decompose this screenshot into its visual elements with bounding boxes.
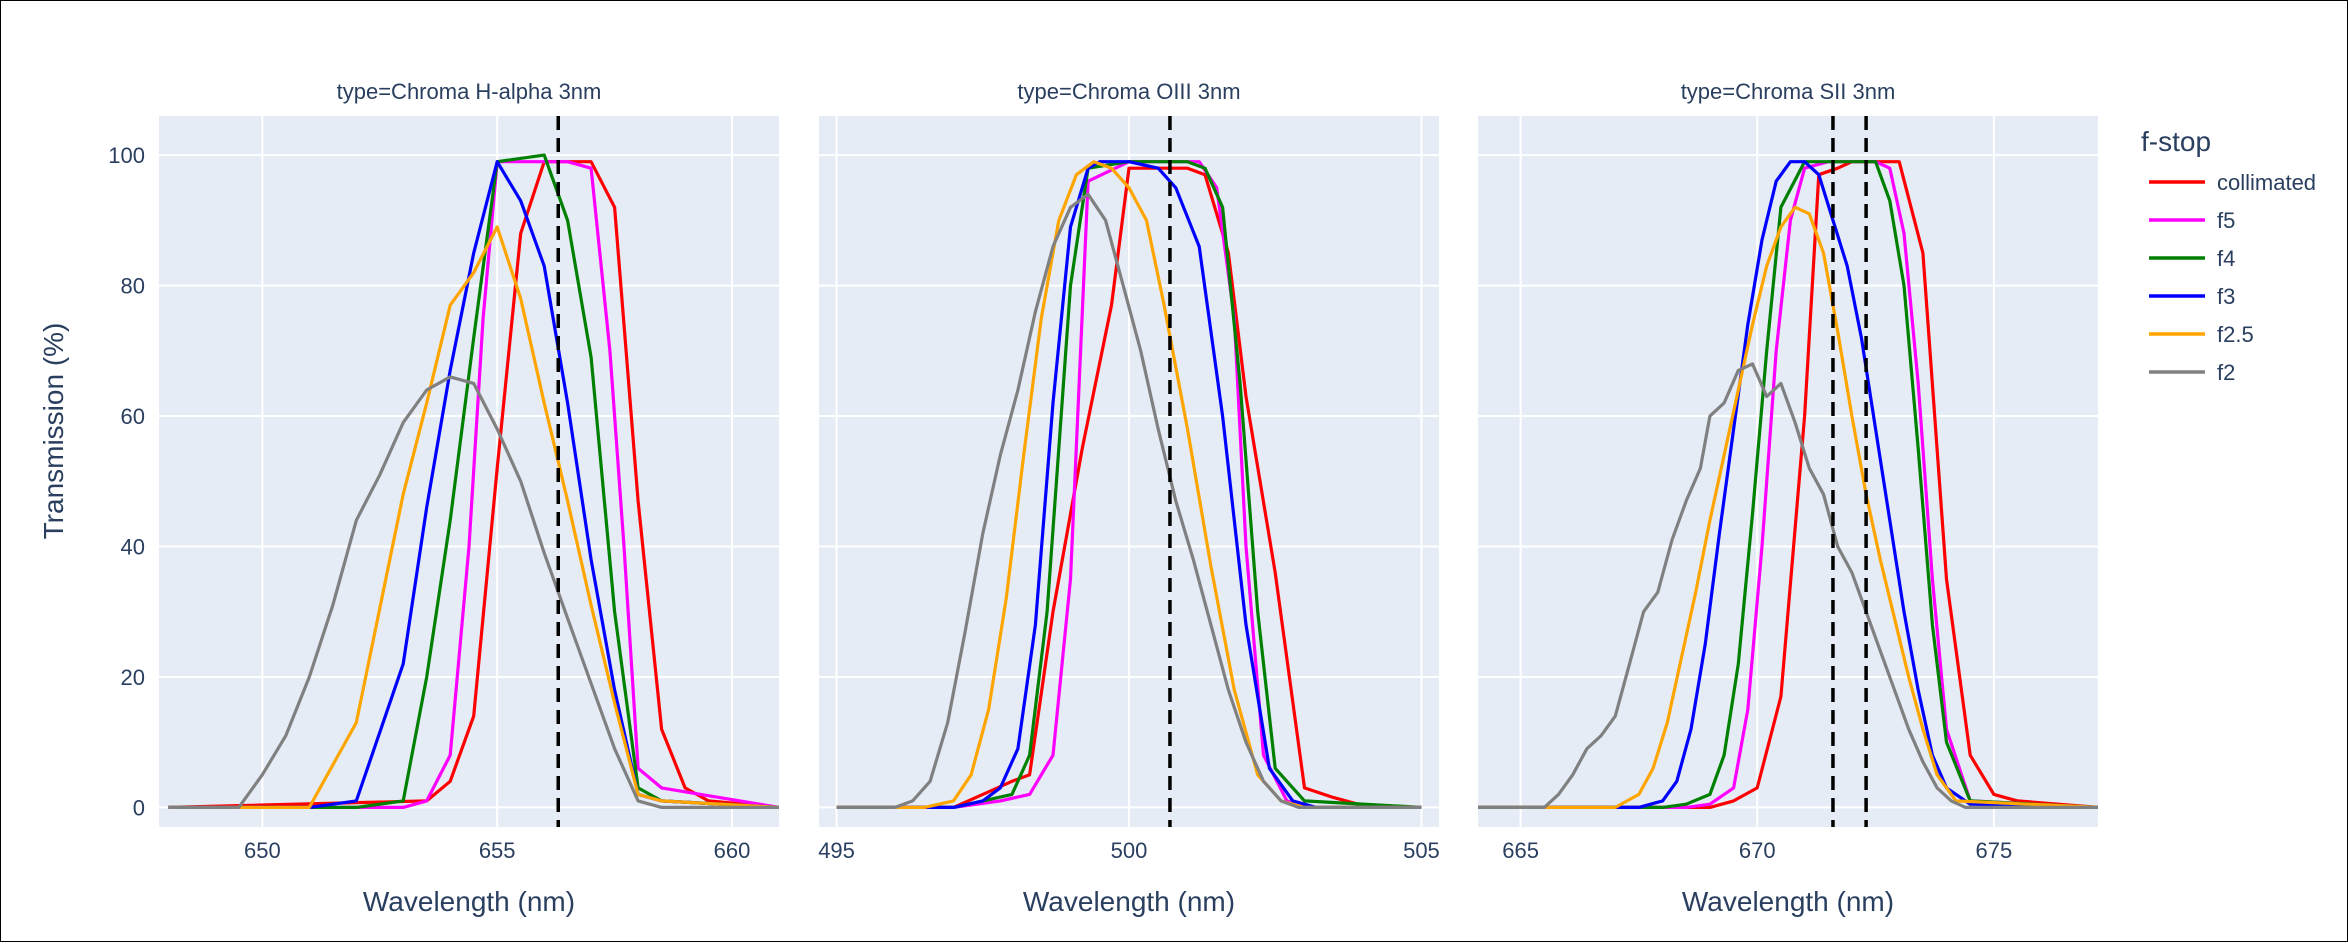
- x-tick-label: 655: [479, 838, 516, 863]
- legend-label: f5: [2217, 208, 2235, 233]
- panel-2: 495 500 505 type=Chroma OIII 3nm Wavelength …: [818, 79, 1440, 917]
- series-line-f4: [168, 153, 779, 810]
- y-tick-label: 60: [121, 404, 145, 429]
- panel-title: type=Chroma H-alpha 3nm: [337, 79, 602, 104]
- y-tick-label: 100: [108, 143, 145, 168]
- series-line-f3: [1478, 160, 2098, 810]
- y-tick-label: 40: [121, 535, 145, 560]
- y-tick-label: 0: [133, 795, 145, 820]
- x-axis-label: Wavelength (nm): [363, 886, 575, 917]
- x-tick-label: 650: [244, 838, 281, 863]
- legend-item[interactable]: f2.5: [2149, 322, 2254, 347]
- series-group: [168, 153, 779, 810]
- x-tick-label: 660: [714, 838, 751, 863]
- legend-label: f3: [2217, 284, 2235, 309]
- y-tick-label: 80: [121, 274, 145, 299]
- series-line-f2-5: [1478, 205, 2098, 810]
- panel-title: type=Chroma OIII 3nm: [1017, 79, 1240, 104]
- series-line-f2-5: [836, 160, 1422, 810]
- legend-items: collimated f5 f4 f3 f2.5 f2: [2149, 170, 2316, 385]
- panel-3: 665 670 675 type=Chroma SII 3nm Wavelength (…: [1478, 79, 2098, 917]
- series-line-f2: [168, 375, 779, 810]
- series-line-f2-5: [168, 225, 779, 810]
- series-line-f2: [836, 192, 1422, 810]
- series-line-f5: [168, 160, 779, 810]
- x-tick-label: 675: [1976, 838, 2013, 863]
- series-group: [836, 160, 1422, 810]
- plot-background: [1478, 116, 2098, 827]
- x-axis-label: Wavelength (nm): [1023, 886, 1235, 917]
- panel-title: type=Chroma SII 3nm: [1681, 79, 1896, 104]
- legend-label: f2.5: [2217, 322, 2254, 347]
- legend-label: f4: [2217, 246, 2235, 271]
- x-tick-label: 670: [1739, 838, 1776, 863]
- legend-item[interactable]: f5: [2149, 208, 2235, 233]
- legend-label: f2: [2217, 360, 2235, 385]
- series-line-f4: [1478, 160, 2098, 810]
- series-line-f3: [168, 160, 779, 810]
- legend-label: collimated: [2217, 170, 2316, 195]
- series-group: [1478, 160, 2098, 810]
- series-line-f2: [1478, 362, 2098, 810]
- legend-title: f-stop: [2141, 126, 2211, 157]
- x-axis-label: Wavelength (nm): [1682, 886, 1894, 917]
- legend-item[interactable]: f2: [2149, 360, 2235, 385]
- x-tick-label: 500: [1111, 838, 1148, 863]
- panel-1: 650 655 660 0 20 40 60 80 100 type=Chroma H-alpha…: [108, 79, 779, 917]
- legend-item[interactable]: f3: [2149, 284, 2235, 309]
- y-tick-label: 20: [121, 665, 145, 690]
- legend-item[interactable]: f4: [2149, 246, 2235, 271]
- panels-group: 650 655 660 0 20 40 60 80 100 type=Chroma H-alpha…: [108, 79, 2098, 917]
- x-tick-label: 505: [1403, 838, 1440, 863]
- x-tick-label: 665: [1502, 838, 1539, 863]
- series-line-f3: [836, 160, 1422, 810]
- x-tick-label: 495: [818, 838, 855, 863]
- plot-background: [159, 116, 779, 827]
- y-axis-label: Transmission (%): [38, 323, 69, 540]
- legend: f-stop collimated f5 f4 f3 f2.5 f2: [2141, 126, 2316, 385]
- legend-item[interactable]: collimated: [2149, 170, 2316, 195]
